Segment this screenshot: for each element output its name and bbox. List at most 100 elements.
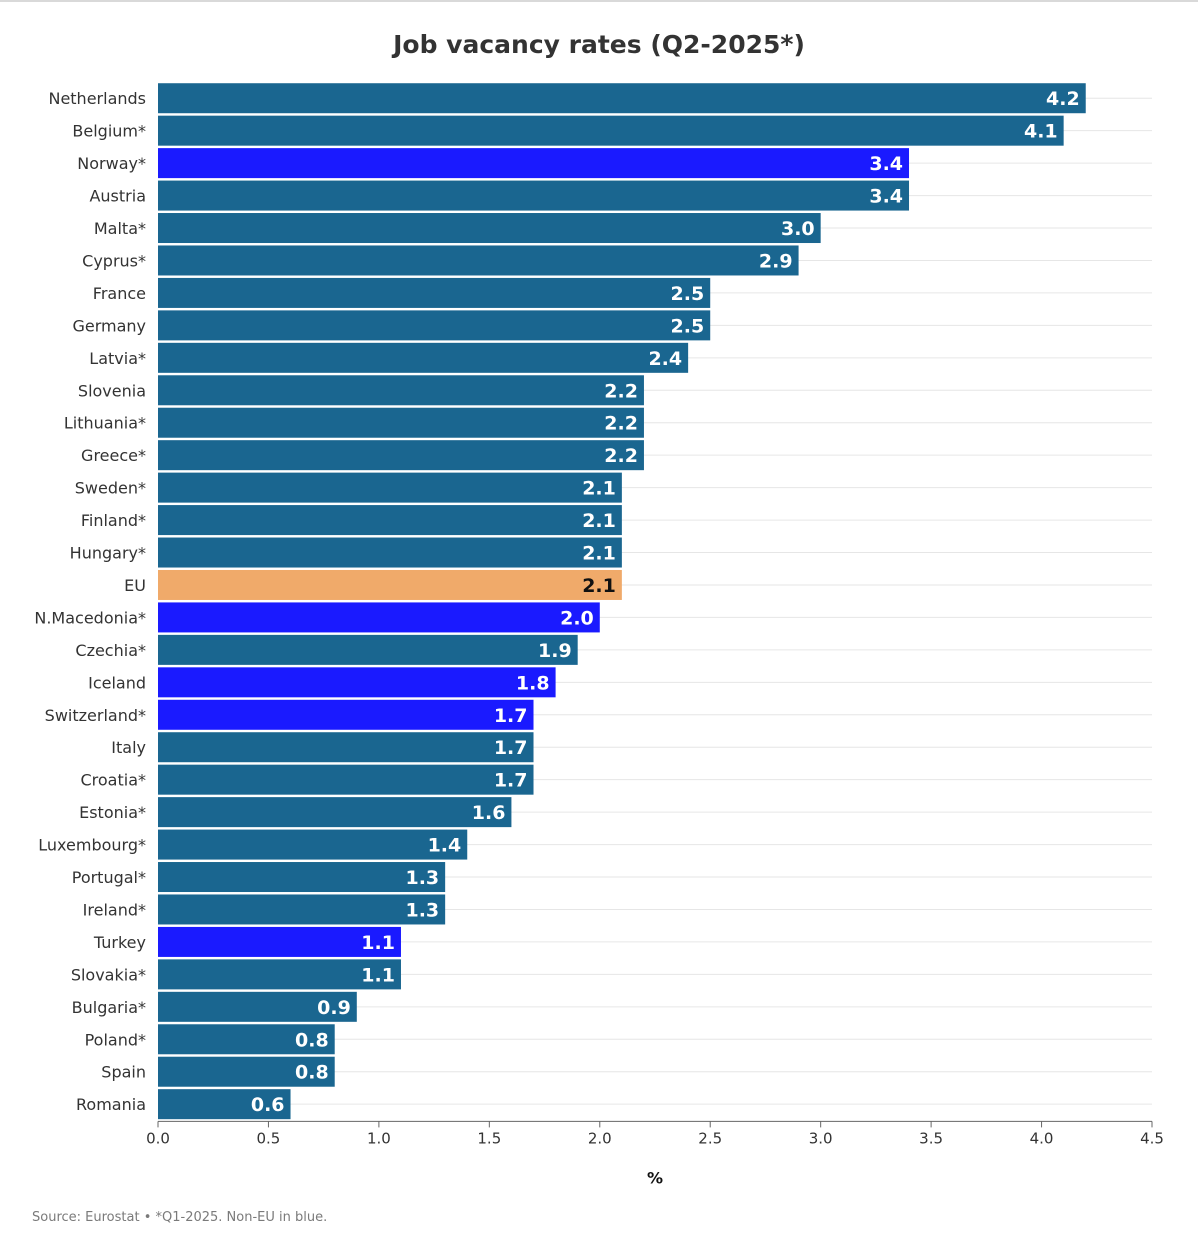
bar <box>158 667 556 698</box>
category-label: Lithuania* <box>64 414 146 433</box>
value-label: 0.8 <box>295 1029 329 1051</box>
bar <box>158 862 446 893</box>
category-label: Cyprus* <box>82 251 146 270</box>
bar <box>158 602 600 633</box>
bar <box>158 277 711 308</box>
value-label: 2.5 <box>671 283 705 305</box>
bar <box>158 926 401 957</box>
bar <box>158 959 401 990</box>
category-label: Romania <box>76 1095 146 1114</box>
bar <box>158 991 357 1022</box>
category-label: Slovakia* <box>71 965 146 984</box>
category-label: EU <box>124 576 146 595</box>
value-label: 3.4 <box>869 153 903 175</box>
bar <box>158 634 578 665</box>
value-label: 3.0 <box>781 218 815 240</box>
category-label: Belgium* <box>72 122 146 141</box>
bar <box>158 797 512 828</box>
category-label: Croatia* <box>80 771 146 790</box>
bar <box>158 537 622 568</box>
category-label: Latvia* <box>89 349 146 368</box>
category-label: Greece* <box>81 446 146 465</box>
value-label: 0.9 <box>317 997 351 1019</box>
category-label: Germany <box>72 316 146 335</box>
bar <box>158 342 689 373</box>
bar <box>158 1089 291 1120</box>
x-tick-label: 4.5 <box>1140 1129 1164 1147</box>
bar <box>158 213 821 244</box>
value-label: 2.1 <box>582 543 616 565</box>
value-label: 4.1 <box>1024 121 1058 143</box>
category-label: Ireland* <box>83 900 146 919</box>
value-label: 1.7 <box>494 770 528 792</box>
value-label: 2.9 <box>759 250 793 272</box>
value-label: 1.1 <box>361 964 395 986</box>
category-label: Portugal* <box>72 868 146 887</box>
value-label: 2.5 <box>671 315 705 337</box>
value-label: 1.3 <box>405 867 439 889</box>
value-label: 1.7 <box>494 737 528 759</box>
bar <box>158 245 799 276</box>
category-label: Czechia* <box>75 641 146 660</box>
category-label: Sweden* <box>75 479 146 498</box>
category-label: Turkey <box>93 933 146 952</box>
category-label: Malta* <box>94 219 146 238</box>
value-label: 2.4 <box>648 348 682 370</box>
bar <box>158 699 534 730</box>
bar <box>158 732 534 763</box>
value-label: 1.1 <box>361 932 395 954</box>
x-axis-title: % <box>647 1168 663 1187</box>
bar <box>158 148 910 179</box>
x-tick-label: 0.0 <box>146 1129 170 1147</box>
category-label: Iceland <box>88 673 146 692</box>
value-label: 2.1 <box>582 478 616 500</box>
category-label: France <box>93 284 146 303</box>
category-label: Austria <box>89 187 146 206</box>
x-tick-label: 4.0 <box>1030 1129 1054 1147</box>
value-label: 1.8 <box>516 672 550 694</box>
bar <box>158 407 644 438</box>
category-label: Norway* <box>77 154 146 173</box>
x-tick-label: 3.5 <box>919 1129 943 1147</box>
bar <box>158 375 644 406</box>
category-label: Netherlands <box>48 89 146 108</box>
bar <box>158 310 711 341</box>
bar <box>158 569 622 600</box>
value-label: 2.2 <box>604 380 638 402</box>
bar <box>158 829 468 860</box>
category-label: Switzerland* <box>45 706 146 725</box>
x-tick-label: 3.0 <box>809 1129 833 1147</box>
value-label: 1.3 <box>405 899 439 921</box>
value-label: 2.2 <box>604 413 638 435</box>
value-label: 1.4 <box>428 835 462 857</box>
x-tick-label: 1.5 <box>477 1129 501 1147</box>
category-label: Spain <box>101 1063 146 1082</box>
category-label: Estonia* <box>79 803 146 822</box>
value-label: 3.4 <box>869 186 903 208</box>
bar <box>158 472 622 503</box>
x-tick-label: 2.5 <box>698 1129 722 1147</box>
bar <box>158 1056 335 1087</box>
category-label: Bulgaria* <box>72 998 146 1017</box>
category-label: Poland* <box>85 1030 146 1049</box>
bar <box>158 894 446 925</box>
value-label: 4.2 <box>1046 88 1080 110</box>
value-label: 2.1 <box>582 575 616 597</box>
bar <box>158 764 534 795</box>
chart-title: Job vacancy rates (Q2-2025*) <box>393 30 805 59</box>
x-tick-label: 2.0 <box>588 1129 612 1147</box>
category-label: Finland* <box>81 511 146 530</box>
category-label: Luxembourg* <box>38 836 146 855</box>
value-label: 2.0 <box>560 607 594 629</box>
bar <box>158 1024 335 1055</box>
bar <box>158 115 1064 146</box>
value-label: 1.6 <box>472 802 506 824</box>
value-label: 2.1 <box>582 510 616 532</box>
x-tick-label: 1.0 <box>367 1129 391 1147</box>
category-label: Hungary* <box>70 544 146 563</box>
category-label: N.Macedonia* <box>34 608 146 627</box>
bar <box>158 180 910 211</box>
top-rule <box>0 0 1198 2</box>
value-label: 0.8 <box>295 1062 329 1084</box>
